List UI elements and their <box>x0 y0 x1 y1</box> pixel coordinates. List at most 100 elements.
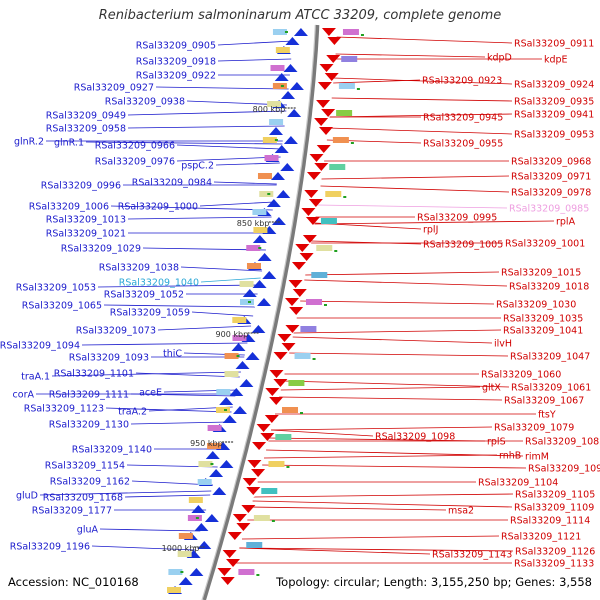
connector-line <box>314 220 555 225</box>
gene-label-left: RSal33209_1073 <box>76 326 156 337</box>
reverse-feature-arrow <box>292 289 307 297</box>
gene-label-right: RSal33209_1079 <box>494 423 574 434</box>
connector-line <box>127 110 287 116</box>
gene-label-left: RSal33209_1154 <box>45 461 125 472</box>
connector-line <box>317 204 508 209</box>
annotation-block <box>332 137 349 143</box>
reverse-feature-arrow <box>220 577 235 585</box>
reverse-feature-arrow <box>289 307 304 315</box>
accession-text: Accession: NC_010168 <box>8 575 139 589</box>
backbone <box>201 24 320 600</box>
connector-line <box>130 393 236 397</box>
forward-feature-arrow <box>222 415 237 423</box>
connector-line <box>85 141 283 145</box>
forward-feature-arrow <box>209 469 224 477</box>
gene-label-right: RSal33209_1030 <box>496 300 576 311</box>
reverse-feature-arrow <box>288 280 303 288</box>
gene-label-right: RSal33209_1098 <box>375 432 455 443</box>
connector-line <box>262 464 527 469</box>
connector-line <box>99 528 201 532</box>
gene-label-left: RSal33209_1013 <box>46 215 126 226</box>
gene-label-left: RSal33209_1029 <box>61 244 141 255</box>
gene-label-right: RSal33209_1015 <box>501 268 581 279</box>
gene-label-right: rnhB <box>499 451 521 462</box>
connector-line <box>103 304 255 308</box>
gene-label-right: RSal33209_0923 <box>422 76 502 87</box>
gene-label-right: kdpE <box>544 55 568 66</box>
reverse-feature-arrow <box>227 532 242 540</box>
gene-label-right: RSal33209_1067 <box>504 396 584 407</box>
annotation-block <box>272 29 287 35</box>
connector-line <box>292 336 493 344</box>
connector-line <box>266 449 524 457</box>
gene-label-right: RSal33209_0935 <box>514 97 594 108</box>
gene-label-right: RSal33209_1005 <box>423 240 503 251</box>
annotation-block <box>316 245 333 251</box>
gene-label-right: RSal33209_1001 <box>505 239 585 250</box>
forward-feature-arrow <box>266 199 281 207</box>
gene-label-right: RSal33209_0924 <box>514 80 594 91</box>
connector-line <box>176 156 281 162</box>
reverse-feature-arrow <box>281 343 296 351</box>
connector-line <box>176 144 282 150</box>
forward-feature-arrow <box>274 145 289 153</box>
gene-label-left: gluA <box>77 525 99 536</box>
reverse-feature-arrow <box>242 478 257 486</box>
gene-label-left: RSal33209_1093 <box>69 353 149 364</box>
map-title: Renibacterium salmoninarum ATCC 33209, c… <box>98 8 502 23</box>
annotation-block <box>264 155 279 161</box>
annotation-block <box>252 209 267 215</box>
feature-tracks <box>167 28 364 594</box>
gene-label-right: rimM <box>525 452 549 463</box>
reverse-feature-arrow <box>316 100 331 108</box>
gene-label-left: traA.2 <box>118 407 147 418</box>
annotation-block <box>207 443 222 449</box>
annotation-block <box>246 245 261 251</box>
reverse-feature-arrow <box>316 145 331 153</box>
reverse-feature-arrow <box>295 244 310 252</box>
gene-label-right: RSal33209_0985 <box>509 204 589 215</box>
reverse-feature-arrow <box>314 163 329 171</box>
gene-label-right: RSal33209_1104 <box>478 478 558 489</box>
forward-feature-arrow <box>251 325 266 333</box>
connector-line <box>191 311 254 317</box>
annotation-block <box>224 353 239 359</box>
annotation-block <box>197 479 212 485</box>
gene-label-right: RSal33209_1082 <box>525 437 600 448</box>
gene-label-left: RSal33209_1094 <box>0 341 80 352</box>
annotation-block <box>269 119 284 125</box>
connector-line <box>336 36 513 44</box>
annotation-block <box>198 461 213 467</box>
gene-label-left: RSal33209_0938 <box>105 97 185 108</box>
annotation-block <box>232 335 247 341</box>
annotation-block <box>239 281 254 287</box>
gene-label-left: RSal33209_1101 <box>54 369 134 380</box>
gene-label-right: RSal33209_1126 <box>515 547 595 558</box>
forward-feature-arrow <box>204 514 219 522</box>
annotation-block <box>294 353 311 359</box>
forward-feature-arrow <box>252 235 267 243</box>
gene-label-right: RSal33209_1114 <box>510 516 590 527</box>
reverse-feature-arrow <box>265 388 280 396</box>
forward-feature-arrow <box>233 406 248 414</box>
annotation-block <box>311 272 328 278</box>
gene-label-right: RSal33209_1047 <box>510 352 590 363</box>
connector-line <box>320 185 510 193</box>
gene-label-right: RSal33209_1061 <box>511 383 591 394</box>
gene-label-left: corA <box>13 390 35 401</box>
reverse-feature-arrow <box>264 415 279 423</box>
gene-label-right: RSal33209_0955 <box>423 139 503 150</box>
reverse-feature-arrow <box>324 73 339 81</box>
annotation-block <box>329 164 346 170</box>
annotation-block <box>275 434 292 440</box>
tick-label: 900 kbp <box>216 330 249 339</box>
reverse-feature-arrow <box>226 559 241 567</box>
ticks: 800 kbp 850 kbp 900 kbp 950 kbp 1000 kbp <box>162 105 297 553</box>
forward-feature-arrow <box>269 127 284 135</box>
forward-feature-arrow <box>229 388 244 396</box>
reverse-feature-arrow <box>302 235 317 243</box>
forward-feature-arrow <box>257 253 272 261</box>
gene-label-left: RSal33209_1168 <box>43 493 123 504</box>
connector-line <box>271 426 493 431</box>
